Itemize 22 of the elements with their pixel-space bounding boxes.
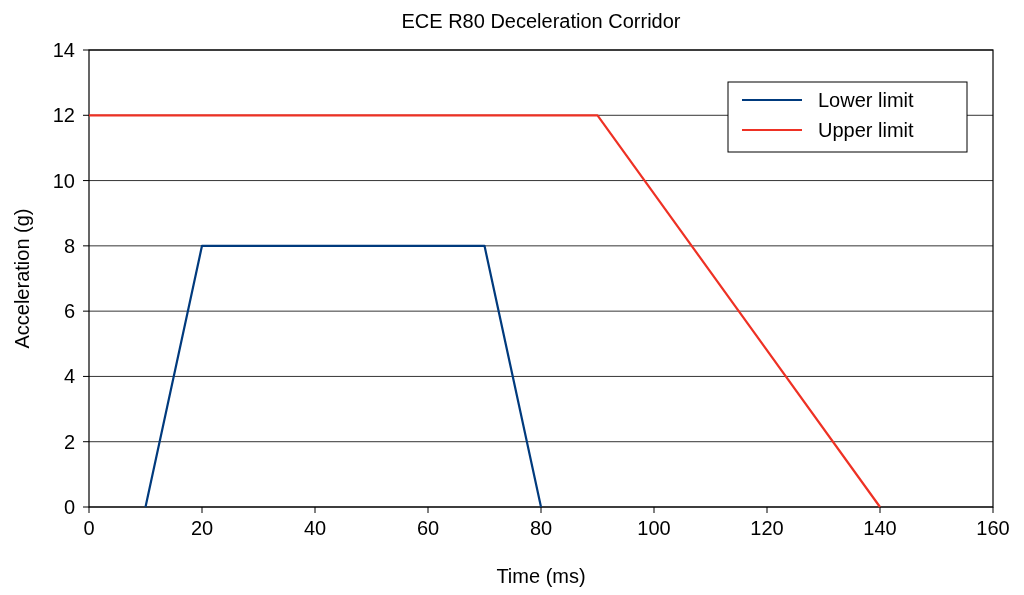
chart-title: ECE R80 Deceleration Corridor: [401, 10, 681, 32]
y-tick-label: 8: [63, 234, 75, 257]
x-tick-label: 140: [863, 517, 897, 539]
x-tick-label: 120: [750, 517, 784, 539]
legend-label: Lower limit: [818, 89, 915, 111]
y-axis-title: Acceleration (g): [11, 208, 33, 349]
x-tick-label: 160: [976, 517, 1010, 539]
x-tick-label: 40: [303, 517, 327, 539]
y-tick-label: 14: [52, 39, 75, 61]
y-tick-label: 10: [52, 169, 75, 192]
x-tick-label: 80: [529, 517, 553, 539]
x-tick-label: 20: [190, 517, 214, 539]
y-tick-label: 2: [63, 430, 75, 453]
y-tick-label: 0: [63, 496, 75, 518]
x-axis-title: Time (ms): [496, 565, 586, 587]
x-tick-label: 0: [83, 517, 95, 539]
y-tick-label: 4: [63, 365, 75, 388]
x-tick-label: 60: [416, 517, 440, 539]
legend-label: Upper limit: [818, 119, 915, 141]
y-tick-label: 6: [63, 300, 75, 323]
y-tick-label: 12: [52, 104, 75, 127]
x-tick-label: 100: [637, 517, 671, 539]
